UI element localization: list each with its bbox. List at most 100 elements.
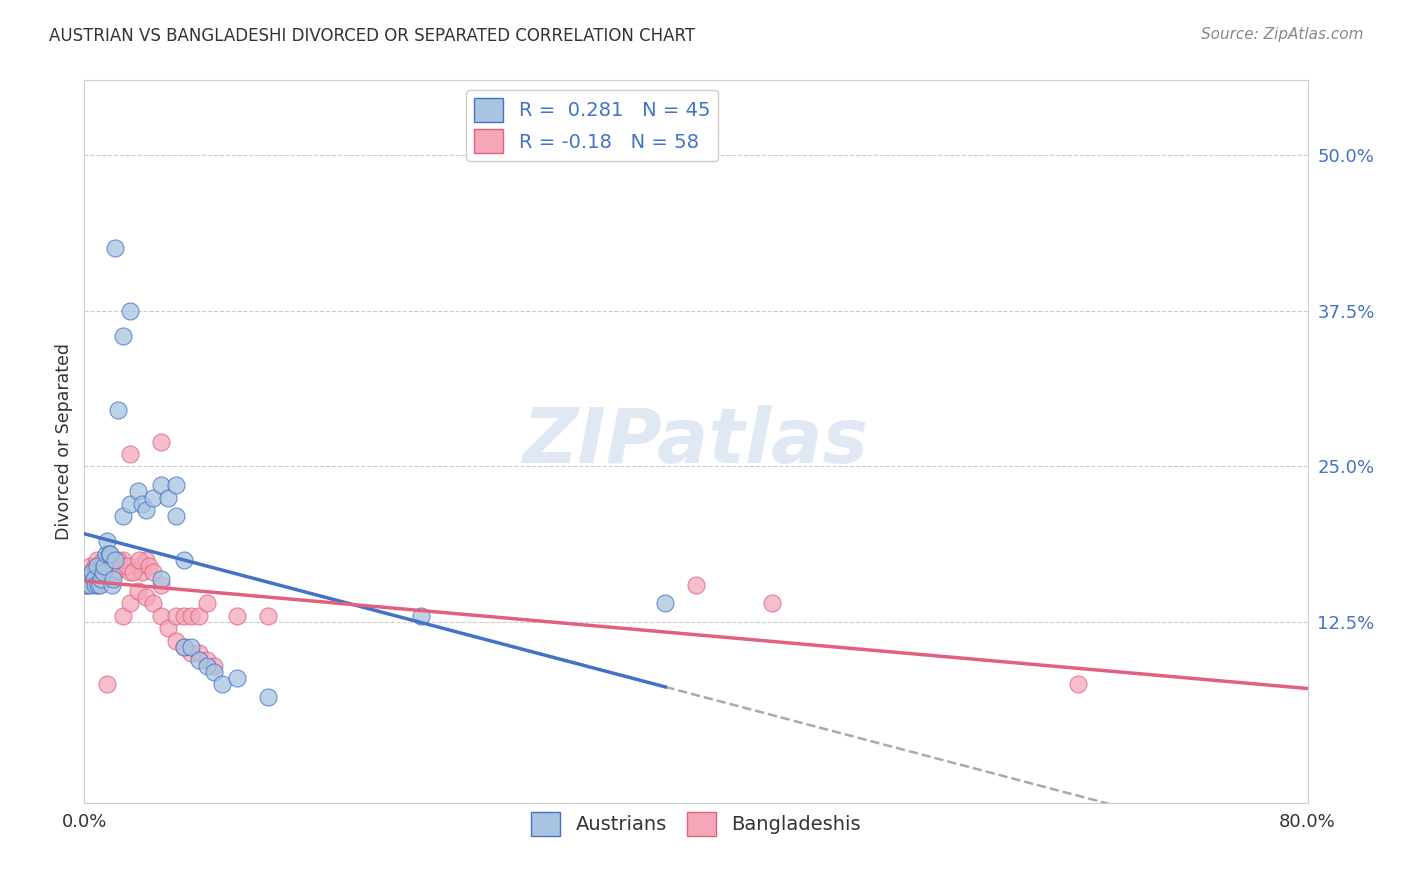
Point <box>149 578 172 592</box>
Point <box>104 553 127 567</box>
Point <box>86 559 108 574</box>
Y-axis label: Divorced or Separated: Divorced or Separated <box>55 343 73 540</box>
Point <box>98 547 121 561</box>
Point <box>142 597 165 611</box>
Point <box>86 553 108 567</box>
Point <box>149 478 172 492</box>
Point <box>165 633 187 648</box>
Point <box>135 503 157 517</box>
Point <box>111 328 134 343</box>
Point <box>111 553 134 567</box>
Point <box>195 597 218 611</box>
Point <box>101 566 124 580</box>
Point <box>149 609 172 624</box>
Point <box>77 572 100 586</box>
Point <box>87 566 110 580</box>
Point <box>84 578 107 592</box>
Point <box>1067 677 1090 691</box>
Point <box>195 652 218 666</box>
Point <box>127 484 149 499</box>
Point <box>76 578 98 592</box>
Point <box>84 559 107 574</box>
Point <box>165 509 187 524</box>
Point <box>135 591 157 605</box>
Point <box>103 559 125 574</box>
Point <box>149 572 172 586</box>
Point <box>180 646 202 660</box>
Point <box>77 566 100 580</box>
Point <box>211 677 233 691</box>
Legend: Austrians, Bangladeshis: Austrians, Bangladeshis <box>523 805 869 844</box>
Point <box>226 671 249 685</box>
Point <box>120 566 142 580</box>
Point <box>115 559 138 574</box>
Point <box>93 559 115 574</box>
Point <box>761 597 783 611</box>
Point <box>131 497 153 511</box>
Point <box>128 553 150 567</box>
Text: ZIPatlas: ZIPatlas <box>523 405 869 478</box>
Point <box>409 609 432 624</box>
Point <box>173 640 195 654</box>
Point <box>685 578 707 592</box>
Point <box>142 491 165 505</box>
Point <box>104 566 127 580</box>
Text: AUSTRIAN VS BANGLADESHI DIVORCED OR SEPARATED CORRELATION CHART: AUSTRIAN VS BANGLADESHI DIVORCED OR SEPA… <box>49 27 696 45</box>
Point <box>87 578 110 592</box>
Point <box>90 559 112 574</box>
Point <box>142 566 165 580</box>
Point <box>96 566 118 580</box>
Point <box>195 658 218 673</box>
Point <box>135 553 157 567</box>
Point <box>157 491 180 505</box>
Point <box>91 553 114 567</box>
Point <box>80 566 103 580</box>
Point <box>120 303 142 318</box>
Point <box>654 597 676 611</box>
Point <box>89 578 111 592</box>
Text: Source: ZipAtlas.com: Source: ZipAtlas.com <box>1201 27 1364 42</box>
Point <box>90 572 112 586</box>
Point <box>111 509 134 524</box>
Point <box>122 566 145 580</box>
Point <box>257 690 280 704</box>
Point <box>97 559 120 574</box>
Point <box>94 547 117 561</box>
Point <box>257 609 280 624</box>
Point <box>180 640 202 654</box>
Point <box>202 658 225 673</box>
Point <box>188 609 211 624</box>
Point <box>83 572 105 586</box>
Point <box>188 646 211 660</box>
Point <box>226 609 249 624</box>
Point <box>75 578 97 592</box>
Point <box>149 434 172 449</box>
Point <box>94 566 117 580</box>
Point <box>79 578 101 592</box>
Point <box>173 640 195 654</box>
Point <box>98 566 121 580</box>
Point <box>127 559 149 574</box>
Point <box>120 497 142 511</box>
Point <box>120 447 142 461</box>
Point <box>96 534 118 549</box>
Point <box>202 665 225 679</box>
Point <box>131 566 153 580</box>
Point <box>173 553 195 567</box>
Point <box>107 553 129 567</box>
Point <box>138 559 160 574</box>
Point <box>89 566 111 580</box>
Point <box>97 547 120 561</box>
Point <box>83 572 105 586</box>
Point <box>157 621 180 635</box>
Point <box>180 609 202 624</box>
Point <box>96 677 118 691</box>
Point <box>127 584 149 599</box>
Point <box>120 597 142 611</box>
Point <box>165 609 187 624</box>
Point <box>101 578 124 592</box>
Point <box>93 572 115 586</box>
Point <box>80 566 103 580</box>
Point <box>79 559 101 574</box>
Point <box>111 609 134 624</box>
